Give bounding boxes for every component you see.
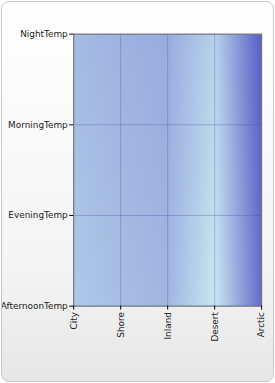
svg-text:City: City: [69, 312, 79, 329]
svg-text:AfternoonTemp: AfternoonTemp: [1, 301, 68, 311]
svg-text:EveningTemp: EveningTemp: [8, 210, 68, 220]
svg-text:Inland: Inland: [163, 312, 173, 339]
svg-text:Desert: Desert: [209, 312, 219, 342]
svg-text:Shore: Shore: [116, 312, 126, 338]
svg-text:NightTemp: NightTemp: [20, 29, 68, 39]
svg-text:MorningTemp: MorningTemp: [8, 120, 68, 130]
svg-text:Arctic: Arctic: [256, 312, 266, 337]
